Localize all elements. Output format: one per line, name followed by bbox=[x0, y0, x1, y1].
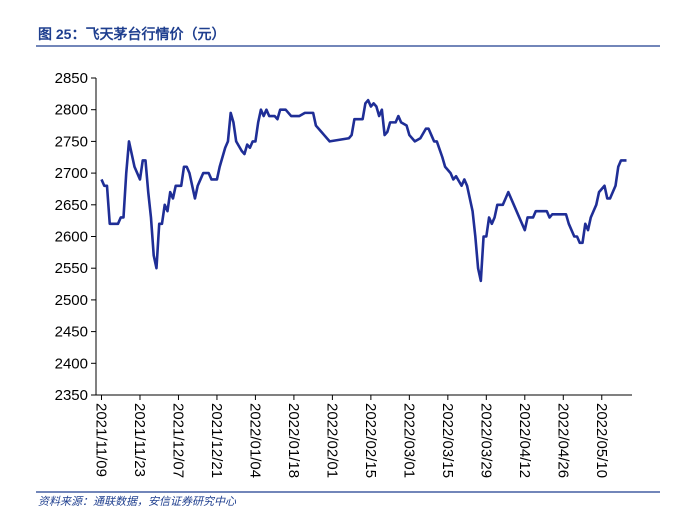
y-tick-label: 2800 bbox=[55, 102, 88, 119]
x-tick-label: 2022/04/26 bbox=[554, 403, 571, 478]
y-tick-label: 2350 bbox=[55, 387, 88, 404]
x-tick-label: 2021/12/21 bbox=[208, 403, 225, 478]
x-tick-label: 2022/01/04 bbox=[246, 403, 263, 478]
x-tick-label: 2021/11/23 bbox=[131, 403, 148, 477]
y-tick-label: 2700 bbox=[55, 165, 88, 182]
y-tick-label: 2650 bbox=[55, 197, 88, 214]
y-tick-label: 2850 bbox=[55, 70, 88, 87]
x-tick-label: 2022/03/29 bbox=[477, 403, 494, 478]
x-tick-label: 2022/01/18 bbox=[285, 403, 302, 478]
y-tick-label: 2600 bbox=[55, 229, 88, 246]
x-tick-label: 2022/04/12 bbox=[516, 403, 533, 478]
y-tick-label: 2450 bbox=[55, 324, 88, 341]
source-note: 资料来源：通联数据，安信证券研究中心 bbox=[38, 495, 237, 508]
y-tick-label: 2550 bbox=[55, 260, 88, 277]
x-tick-label: 2022/02/15 bbox=[362, 403, 379, 478]
y-tick-label: 2400 bbox=[55, 355, 88, 372]
y-tick-label: 2750 bbox=[55, 133, 88, 150]
chart-title: 图 25：飞天茅台行情价（元） bbox=[38, 26, 225, 42]
x-tick-label: 2021/12/07 bbox=[169, 403, 186, 478]
x-tick-label: 2022/02/01 bbox=[323, 403, 340, 478]
x-tick-label: 2022/03/01 bbox=[400, 403, 417, 478]
x-tick-label: 2022/03/15 bbox=[439, 403, 456, 478]
y-tick-label: 2500 bbox=[55, 292, 88, 309]
x-tick-label: 2022/05/10 bbox=[593, 403, 610, 478]
price-line bbox=[100, 98, 627, 283]
x-tick-label: 2021/11/09 bbox=[92, 403, 109, 477]
